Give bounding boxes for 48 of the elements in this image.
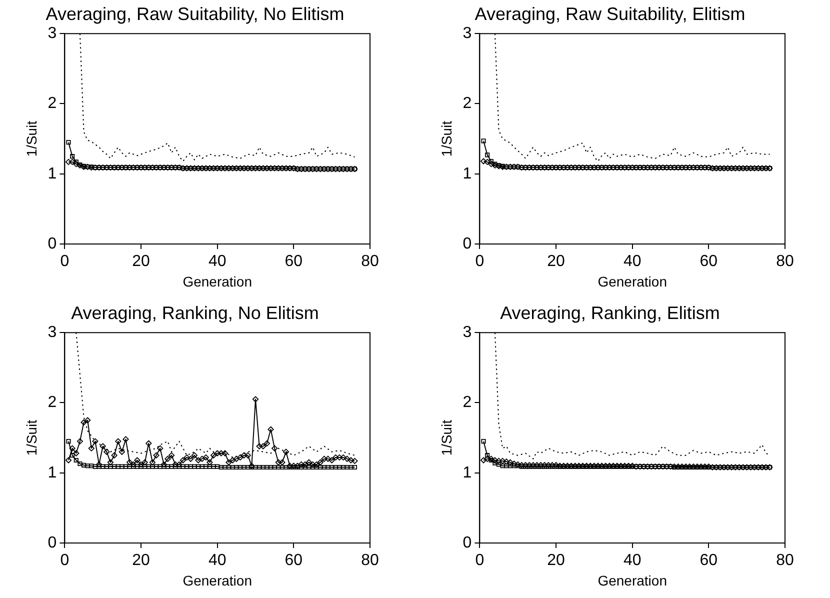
- y-tick-label: 2: [462, 394, 472, 412]
- y-axis-title: 1/Suit: [438, 120, 454, 157]
- x-tick-label: 0: [60, 552, 70, 570]
- x-tick-label: 60: [284, 253, 303, 270]
- chart-title: Averaging, Raw Suitability, Elitism: [474, 4, 746, 24]
- x-tick-label: 0: [60, 253, 70, 270]
- y-tick-label: 1: [462, 464, 472, 482]
- y-tick-label: 3: [462, 25, 472, 42]
- x-tick-label: 20: [132, 253, 150, 270]
- y-tick-label: 1: [48, 464, 57, 482]
- y-tick-label: 2: [48, 95, 57, 112]
- x-axis-title: Generation: [182, 572, 252, 588]
- x-axis-title: Generation: [598, 572, 667, 588]
- x-tick-label: 80: [776, 253, 794, 270]
- y-tick-label: 3: [462, 324, 472, 342]
- y-tick-label: 3: [48, 25, 57, 42]
- x-tick-label: 0: [475, 552, 484, 570]
- y-tick-label: 1: [462, 165, 472, 182]
- x-tick-label: 60: [700, 552, 718, 570]
- y-axis-title: 1/Suit: [23, 420, 40, 456]
- x-tick-label: 60: [284, 552, 303, 570]
- x-tick-label: 40: [623, 253, 642, 270]
- x-tick-label: 20: [547, 552, 566, 570]
- x-tick-label: 20: [547, 253, 566, 270]
- x-tick-label: 40: [208, 253, 226, 270]
- chart-title: Averaging, Ranking, No Elitism: [71, 302, 319, 323]
- y-tick-label: 2: [462, 95, 472, 112]
- y-tick-label: 0: [462, 235, 472, 252]
- y-tick-label: 2: [48, 394, 57, 412]
- y-axis-title: 1/Suit: [23, 120, 40, 157]
- chart-title: Averaging, Raw Suitability, No Elitism: [46, 4, 344, 24]
- x-tick-label: 40: [623, 552, 642, 570]
- y-tick-label: 0: [48, 235, 57, 252]
- x-axis-title: Generation: [598, 273, 667, 290]
- y-tick-label: 1: [48, 165, 57, 182]
- x-tick-label: 40: [208, 552, 226, 570]
- y-tick-label: 3: [48, 324, 57, 342]
- y-tick-label: 0: [48, 534, 57, 552]
- x-tick-label: 80: [361, 253, 379, 270]
- x-tick-label: 80: [776, 552, 794, 570]
- x-tick-label: 60: [700, 253, 718, 270]
- y-tick-label: 0: [462, 534, 472, 552]
- y-axis-title: 1/Suit: [438, 420, 454, 456]
- x-tick-label: 80: [361, 552, 379, 570]
- x-tick-label: 0: [475, 253, 484, 270]
- x-tick-label: 20: [132, 552, 150, 570]
- chart-title: Averaging, Ranking, Elitism: [500, 302, 720, 323]
- x-axis-title: Generation: [182, 273, 252, 290]
